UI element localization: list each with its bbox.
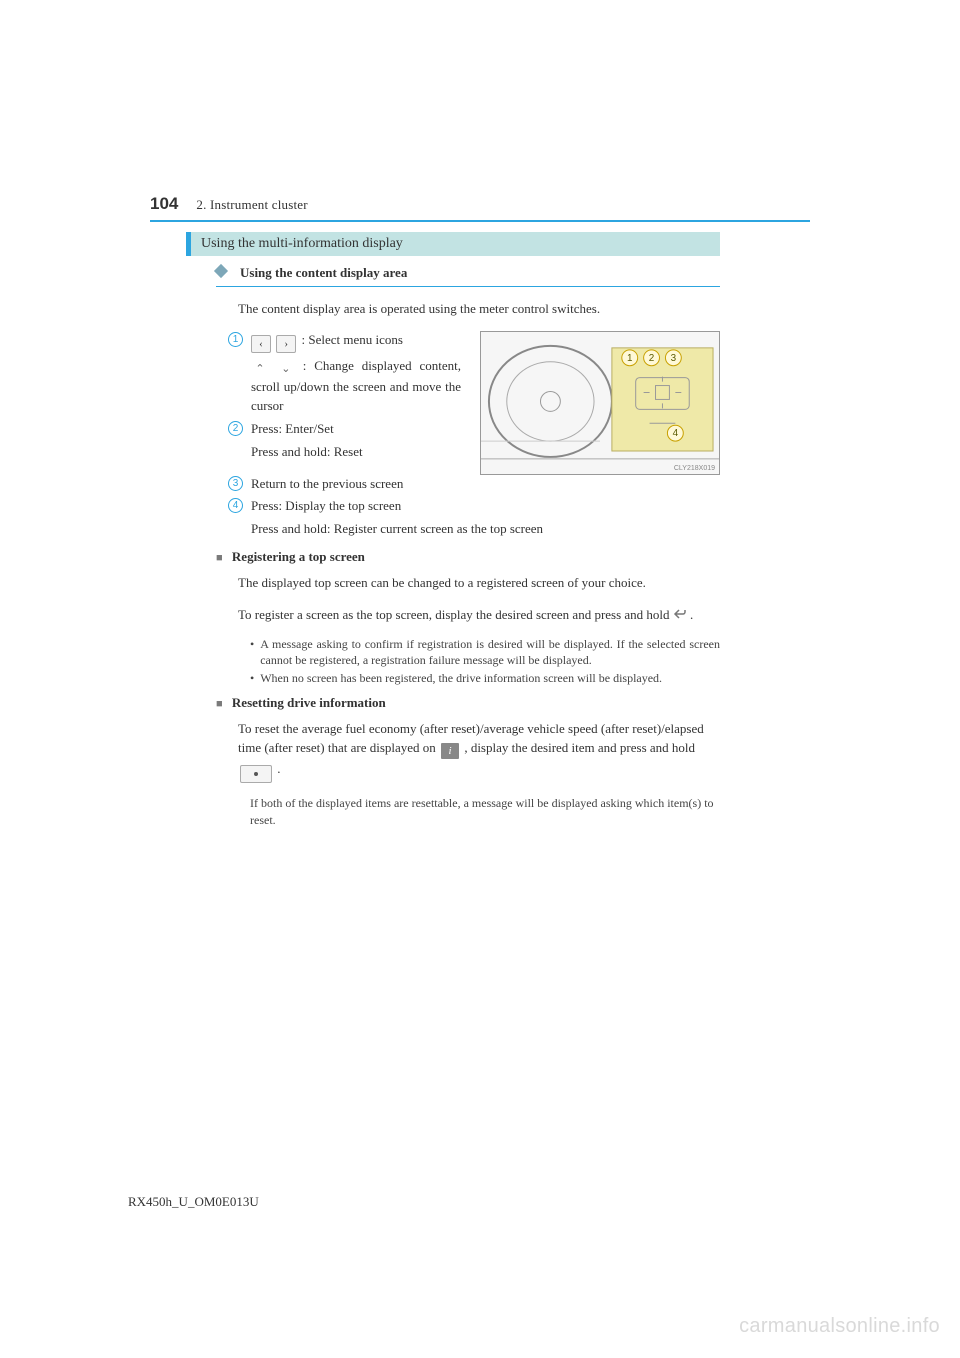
item-1-text: ‹ › : Select menu icons <box>251 331 403 354</box>
item-3-text: Return to the previous screen <box>251 475 403 494</box>
item-4-sub: Press and hold: Register current screen … <box>251 520 720 539</box>
steering-illustration: 1 2 3 4 CLY218X019 <box>480 331 720 475</box>
sq2-note: If both of the displayed items are reset… <box>250 795 720 827</box>
info-i-icon: i <box>441 743 459 759</box>
breadcrumb: 2. Instrument cluster <box>196 197 307 213</box>
sq1-para1: The displayed top screen can be changed … <box>238 573 720 593</box>
page-header: 104 2. Instrument cluster <box>150 194 810 222</box>
back-button-icon <box>673 608 687 620</box>
square-icon: ■ <box>216 698 223 710</box>
subsection-header: Using the content display area <box>216 264 720 287</box>
page-number: 104 <box>150 194 178 214</box>
watermark: carmanualsonline.info <box>739 1315 940 1338</box>
callout-1-icon: 1 <box>228 332 243 347</box>
item-2-text: Press: Enter/Set <box>251 420 334 439</box>
item-2-sub: Press and hold: Reset <box>251 443 464 462</box>
document-id: RX450h_U_OM0E013U <box>128 1194 259 1210</box>
svg-text:2: 2 <box>649 352 655 363</box>
callout-2-icon: 2 <box>228 421 243 436</box>
intro-text: The content display area is operated usi… <box>238 299 720 319</box>
sq2-para1: To reset the average fuel economy (after… <box>238 719 720 784</box>
enter-dot-icon <box>240 765 272 783</box>
item-4-text: Press: Display the top screen <box>251 497 401 516</box>
svg-text:3: 3 <box>671 352 677 363</box>
up-arrow-icon: ⌃ <box>251 362 269 378</box>
square-icon: ■ <box>216 552 223 564</box>
subsection-title: Using the content display area <box>240 265 407 280</box>
sq1-bullets: •A message asking to confirm if registra… <box>250 636 720 687</box>
callout-4-icon: 4 <box>228 498 243 513</box>
down-arrow-icon: ⌄ <box>277 362 295 378</box>
left-arrow-icon: ‹ <box>251 335 271 353</box>
section-title: Using the multi-information display <box>186 232 720 256</box>
sq1-para2: To register a screen as the top screen, … <box>238 605 720 625</box>
diamond-icon <box>214 264 228 278</box>
right-arrow-icon: › <box>276 335 296 353</box>
square-heading-1: ■ Registering a top screen <box>216 549 810 565</box>
control-list: 1 ‹ › : Select menu icons ⌃ ⌄ : Change d… <box>228 331 464 462</box>
callout-3-icon: 3 <box>228 476 243 491</box>
illustration-ref: CLY218X019 <box>674 465 715 472</box>
square-heading-2: ■ Resetting drive information <box>216 695 810 711</box>
svg-text:4: 4 <box>673 428 679 439</box>
item-1b-text: ⌃ ⌄ : Change displayed content, scroll u… <box>251 357 461 416</box>
svg-text:1: 1 <box>627 352 633 363</box>
